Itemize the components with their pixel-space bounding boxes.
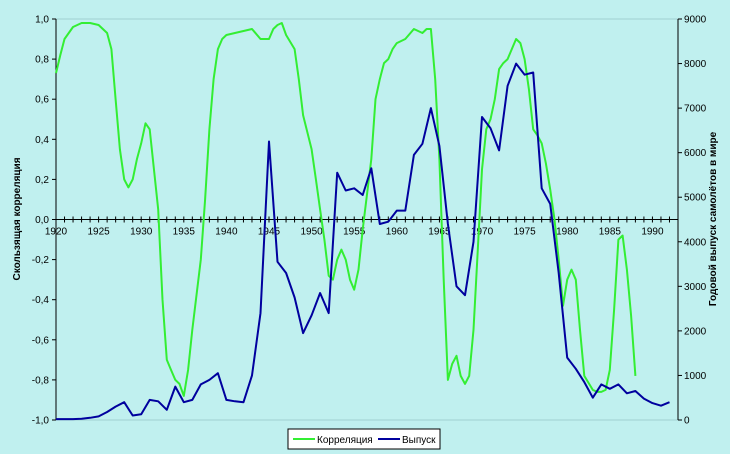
legend-label-correlation: Корреляция bbox=[317, 435, 373, 446]
y-right-tick-label: 6000 bbox=[684, 148, 707, 159]
y-axis-right-title: Годовой выпуск самолётов в мире bbox=[708, 131, 719, 306]
x-tick-label: 1950 bbox=[300, 227, 323, 238]
x-tick-label: 1960 bbox=[386, 227, 409, 238]
y-right-tick-label: 1000 bbox=[684, 371, 707, 382]
y-axis-left-title: Скользящая корреляция bbox=[12, 157, 23, 280]
y-right-tick-label: 8000 bbox=[684, 59, 707, 70]
y-right-tick-label: 9000 bbox=[684, 15, 707, 26]
x-tick-label: 1920 bbox=[45, 227, 68, 238]
x-tick-label: 1955 bbox=[343, 227, 366, 238]
legend-box bbox=[287, 428, 441, 450]
y-right-tick-label: 7000 bbox=[684, 104, 707, 115]
legend-label-output: Выпуск bbox=[402, 435, 436, 446]
x-tick-label: 1980 bbox=[556, 227, 579, 238]
series-line-output bbox=[56, 62, 670, 421]
x-tick-label: 1970 bbox=[471, 227, 494, 238]
x-tick-label: 1965 bbox=[428, 227, 451, 238]
x-tick-label: 1925 bbox=[87, 227, 110, 238]
x-tick-label: 1930 bbox=[130, 227, 153, 238]
x-tick-label: 1945 bbox=[258, 227, 281, 238]
y-right-tick-label: 0 bbox=[684, 416, 690, 427]
series-line-correlation bbox=[55, 22, 637, 397]
y-left-tick-label: 0,8 bbox=[35, 55, 49, 66]
y-left-tick-label: -0,4 bbox=[32, 295, 50, 306]
x-tick-label: 1940 bbox=[215, 227, 238, 238]
y-left-tick-label: -0,2 bbox=[32, 255, 50, 266]
y-right-tick-label: 3000 bbox=[684, 282, 707, 293]
axes: 1,0 0,8 0,6 0,4 0,2 0,0 -0,2 -0,4 -0,6 -0,8 -1,0 90… bbox=[32, 15, 707, 427]
y-right-tick-label: 2000 bbox=[684, 326, 707, 337]
x-tick-label: 1975 bbox=[514, 227, 537, 238]
series-layer bbox=[55, 22, 670, 421]
y-left-tick-label: 1,0 bbox=[35, 15, 49, 26]
y-right-tick-label: 5000 bbox=[684, 193, 707, 204]
y-left-tick-label: -1,0 bbox=[32, 416, 50, 427]
y-left-tick-label: 0,4 bbox=[35, 135, 49, 146]
x-tick-label: 1985 bbox=[599, 227, 622, 238]
x-tick-label: 1935 bbox=[173, 227, 196, 238]
y-left-tick-label: 0,6 bbox=[35, 95, 49, 106]
y-left-tick-label: -0,6 bbox=[32, 335, 50, 346]
y-right-tick-label: 4000 bbox=[684, 237, 707, 248]
y-left-tick-label: 0,2 bbox=[35, 175, 49, 186]
legend: Корреляция Выпуск bbox=[287, 428, 441, 450]
y-left-tick-label: 0,0 bbox=[35, 215, 49, 226]
y-left-tick-label: -0,8 bbox=[32, 375, 50, 386]
x-tick-label: 1990 bbox=[641, 227, 664, 238]
